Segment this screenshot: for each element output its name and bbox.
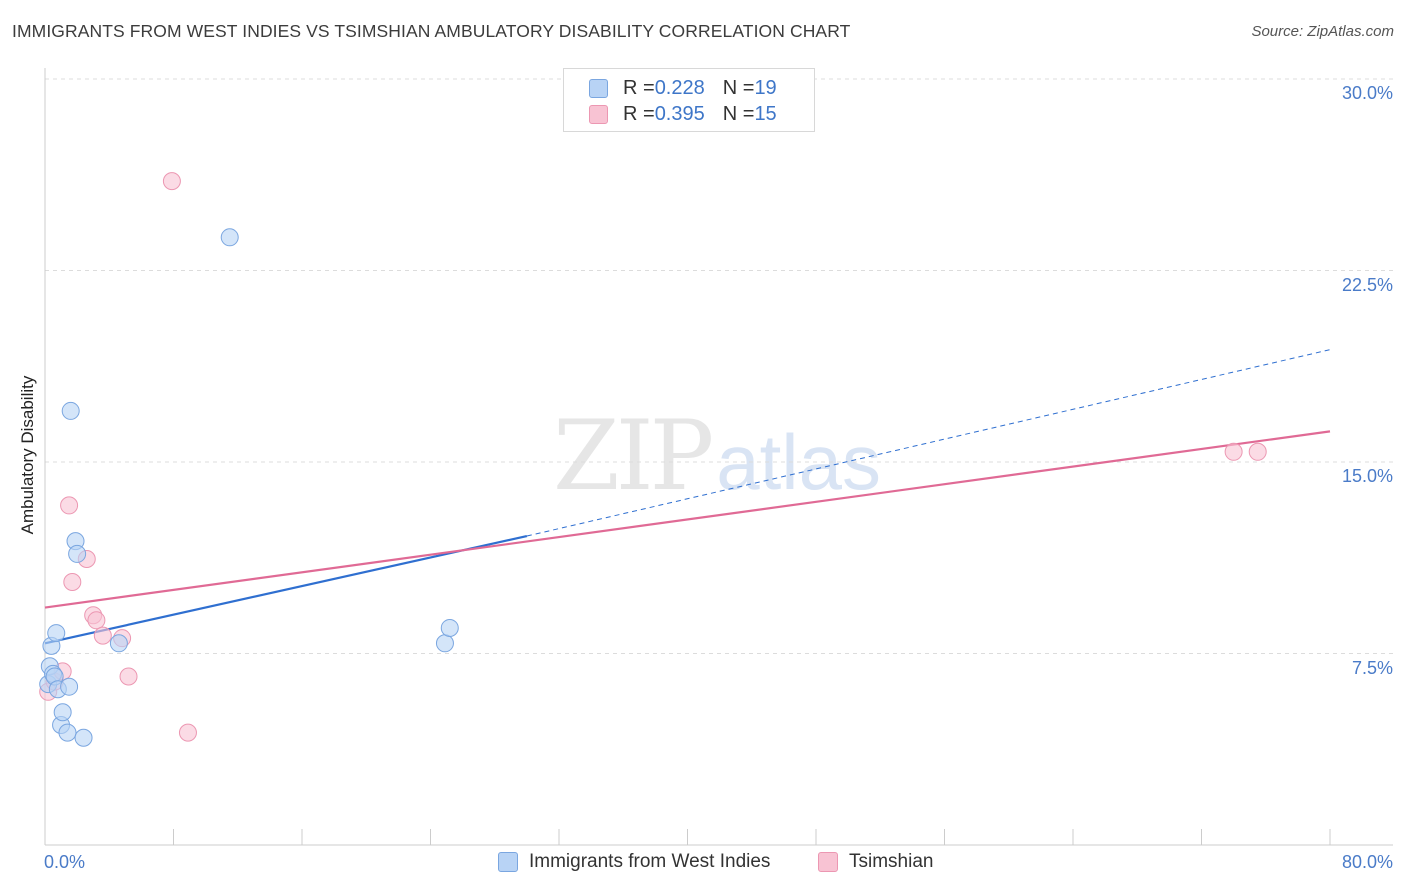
bottom-legend-west-indies: Immigrants from West Indies: [498, 851, 770, 873]
chart-title: IMMIGRANTS FROM WEST INDIES VS TSIMSHIAN…: [12, 21, 851, 41]
point-tsimshian-10: [119, 667, 138, 686]
trend-line-west-indies-extended: [526, 349, 1331, 537]
point-tsimshian-13: [1224, 442, 1243, 461]
point-west-indies-18: [440, 618, 459, 637]
legend-row-tsimshian: R = 0.395 N = 15: [589, 102, 777, 126]
point-tsimshian-11: [162, 172, 181, 191]
point-west-indies-15: [109, 634, 128, 653]
bottom-legend-swatch-blue: [498, 852, 518, 872]
y-tick-label-0: 7.5%: [1351, 657, 1393, 678]
legend-r-value: 0.228: [654, 76, 705, 99]
point-west-indies-11: [61, 401, 80, 420]
legend-n-value: 19: [754, 76, 777, 99]
bottom-legend: Immigrants from West Indies Tsimshian: [0, 851, 1406, 877]
chart-source: Source: ZipAtlas.com: [1251, 23, 1394, 40]
y-tick-label-1: 15.0%: [1341, 466, 1393, 486]
legend-n-value: 15: [754, 102, 777, 125]
trend-line-tsimshian: [44, 430, 1331, 609]
x-tick-label-min: 0.0%: [44, 852, 86, 872]
legend: R = 0.228 N = 19 R = 0.395 N = 15: [563, 68, 815, 132]
legend-r-label: R =: [623, 76, 655, 99]
legend-r-value: 0.395: [654, 102, 705, 125]
point-west-indies-16: [220, 228, 239, 247]
trend-lines: [44, 349, 1331, 645]
point-tsimshian-4: [63, 573, 82, 592]
gridlines: [45, 78, 1393, 654]
y-tick-label-3: 30.0%: [1341, 83, 1393, 103]
x-tick-label-max: 80.0%: [1341, 852, 1393, 872]
point-tsimshian-8: [93, 626, 112, 645]
bottom-legend-tsimshian: Tsimshian: [818, 851, 933, 873]
legend-r-label: R =: [623, 102, 655, 125]
point-west-indies-10: [60, 677, 79, 696]
point-west-indies-13: [68, 544, 87, 563]
legend-n-label: N =: [722, 102, 755, 125]
point-west-indies-14: [74, 728, 93, 747]
y-axis-label: Ambulatory Disability: [18, 375, 37, 535]
y-tick-label-2: 22.5%: [1341, 274, 1393, 295]
bottom-legend-label-tsimshian: Tsimshian: [849, 851, 934, 872]
legend-row-west-indies: R = 0.228 N = 19: [589, 76, 777, 100]
axes: [44, 68, 1393, 846]
point-tsimshian-12: [178, 723, 197, 742]
point-tsimshian-14: [1248, 442, 1267, 461]
point-tsimshian-3: [60, 496, 79, 515]
bottom-legend-swatch-pink: [818, 852, 838, 872]
point-tsimshian-7: [87, 611, 106, 630]
point-west-indies-8: [53, 703, 72, 722]
trend-line-west-indies: [44, 534, 528, 645]
point-west-indies-9: [58, 723, 77, 742]
legend-swatch-blue: [589, 78, 608, 98]
data-points: [39, 172, 1267, 747]
legend-n-label: N =: [722, 76, 755, 99]
legend-swatch-pink: [589, 104, 608, 124]
point-west-indies-5: [47, 624, 66, 643]
point-west-indies-17: [435, 634, 454, 653]
bottom-legend-label-west-indies: Immigrants from West Indies: [529, 851, 771, 872]
